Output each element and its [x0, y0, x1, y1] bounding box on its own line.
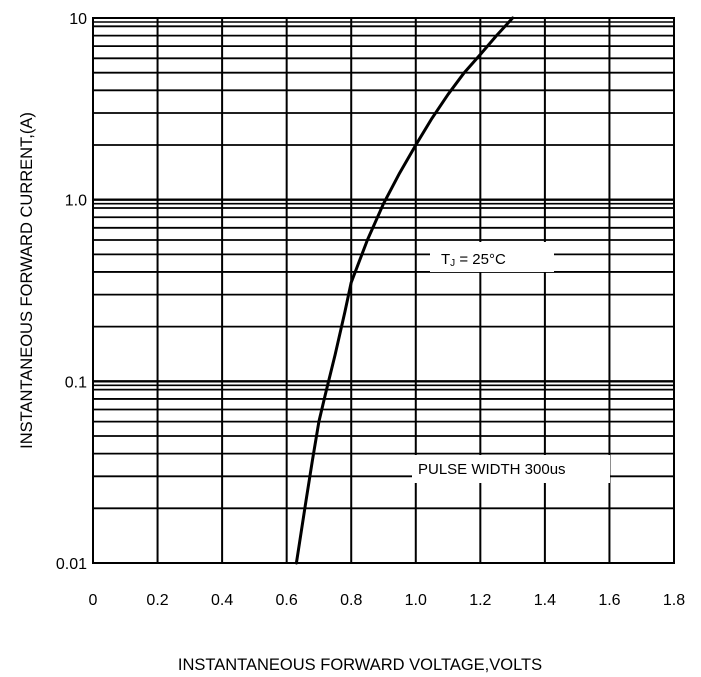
x-tick-labels: 0 0.2 0.4 0.6 0.8 1.0 1.2 1.4 1.6 1.8 — [89, 592, 686, 609]
y-axis-label: INSTANTANEOUS FORWARD CURRENT,(A) — [18, 112, 36, 449]
x-tick-label: 1.8 — [663, 592, 685, 609]
x-tick-label: 0.8 — [340, 592, 362, 609]
x-tick-label: 1.4 — [534, 592, 556, 609]
plot-frame — [92, 17, 675, 564]
x-tick-label: 1.6 — [598, 592, 620, 609]
grid — [93, 18, 674, 563]
annotation-tj-sub: J — [450, 258, 455, 269]
y-tick-label: 10 — [69, 11, 87, 28]
x-tick-label: 0.6 — [276, 592, 298, 609]
annotation-junction-temperature: TJ = 25°C — [441, 251, 506, 269]
y-tick-label: 0.1 — [65, 374, 87, 391]
y-tick-label: 1.0 — [65, 193, 87, 210]
x-tick-label: 0 — [89, 592, 98, 609]
x-tick-label: 0.4 — [211, 592, 233, 609]
x-tick-label: 0.2 — [146, 592, 168, 609]
annotation-pulse-width: PULSE WIDTH 300us — [418, 461, 566, 478]
annotation-tj-main: T — [441, 251, 450, 268]
x-tick-label: 1.0 — [405, 592, 427, 609]
annotation-tj-rest: = 25°C — [455, 251, 506, 268]
y-tick-label: 0.01 — [56, 556, 87, 573]
series-line — [294, 16, 515, 565]
annotation-tj-background — [430, 242, 554, 272]
x-tick-label: 1.2 — [469, 592, 491, 609]
y-tick-labels: 0.01 0.1 1.0 10 — [56, 11, 87, 573]
annotation-pulse-background — [412, 455, 610, 483]
x-axis-label: INSTANTANEOUS FORWARD VOLTAGE,VOLTS — [178, 656, 542, 674]
